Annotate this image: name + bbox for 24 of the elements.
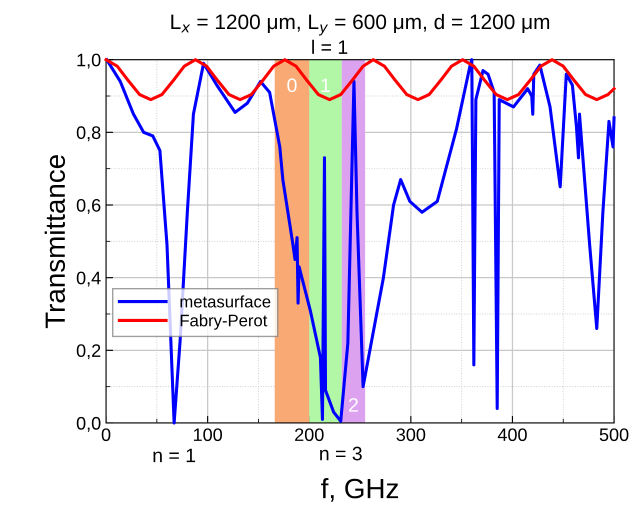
x-tick-label: 300 (396, 428, 426, 442)
y-tick-label: 0,0 (76, 416, 100, 432)
y-tick-label: 1,0 (77, 54, 100, 69)
x-tick-label: 400 (498, 428, 527, 442)
band-label: 1 (322, 78, 330, 92)
chart-title: L$_{x}$ = 1200 μm, L$_{y}$ = 600 μm, d = 1200 μm (171, 14, 550, 36)
x-tick-label: 0 (102, 428, 110, 442)
text: l = 1 (312, 40, 348, 54)
x-tick-label: 500 (600, 428, 628, 442)
x-tick-label: 100 (194, 428, 222, 442)
y-tick-label: 0,6 (76, 198, 100, 214)
annotation: n = 3 (320, 446, 362, 460)
y-axis-title: Transmittance (44, 155, 66, 328)
x-tick-label: 200 (295, 428, 324, 442)
y-tick-label: 0,2 (76, 344, 100, 360)
legend-label: metasurface (180, 295, 270, 308)
x-axis-title: f, GHz (321, 478, 398, 502)
y-tick-label: 0,4 (76, 272, 101, 287)
annotation: n = 1 (154, 448, 196, 462)
legend-label: Fabry-Perot (180, 314, 268, 330)
band-label: 2 (349, 398, 358, 412)
line-series (105, 58, 616, 425)
y-tick-label: 0,8 (76, 126, 100, 142)
band-label: 0 (287, 78, 297, 92)
